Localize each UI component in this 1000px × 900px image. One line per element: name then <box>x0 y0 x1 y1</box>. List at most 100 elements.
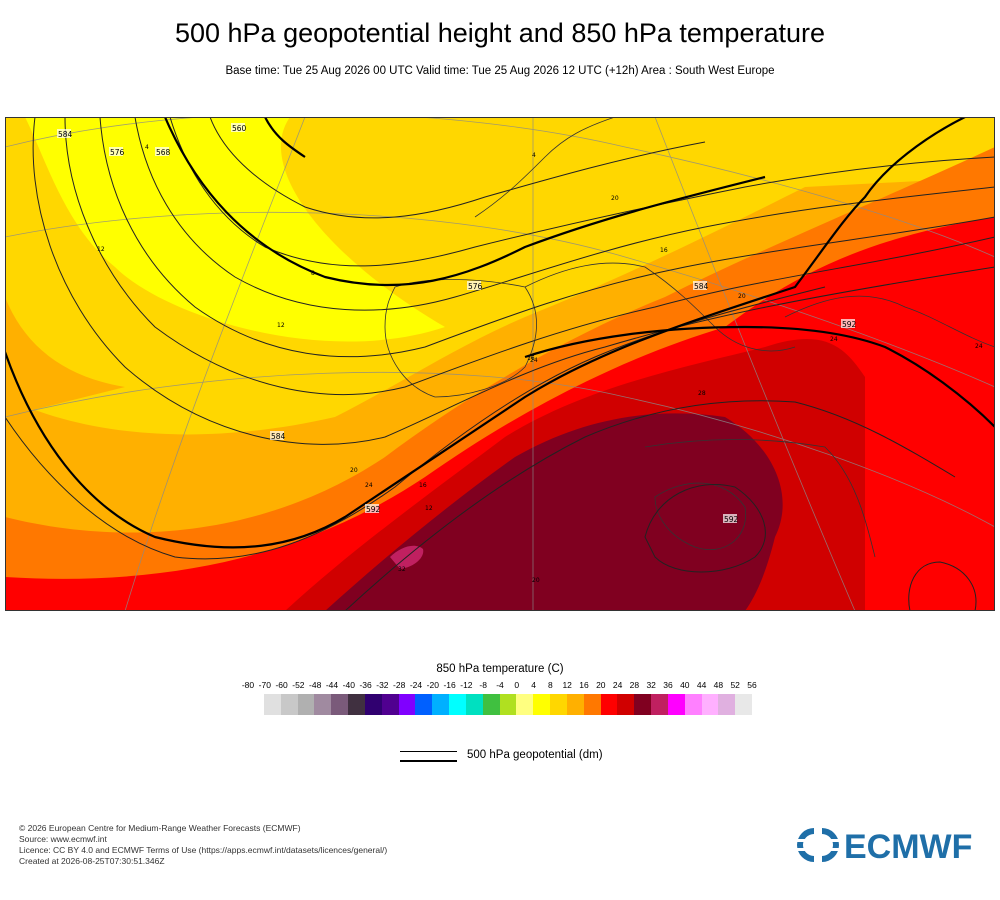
temp-label: 4 <box>145 144 149 151</box>
colorbar-swatch <box>297 694 315 715</box>
temp-label: 12 <box>277 322 285 329</box>
contour-label-text: 584 <box>58 130 73 139</box>
footer: © 2026 European Centre for Medium-Range … <box>19 823 387 867</box>
temp-label: 20 <box>532 577 540 584</box>
contour-label: 560 <box>231 123 247 133</box>
colorbar-swatch <box>398 694 416 715</box>
source: Source: www.ecmwf.int <box>19 834 107 844</box>
colorbar-tick-label: -28 <box>393 680 406 690</box>
weather-map: 584 576 568 560 576 584 584 592 592 592 … <box>5 117 995 611</box>
colorbar-swatch <box>482 694 500 715</box>
contour-label-text: 592 <box>724 515 739 524</box>
temp-label: 16 <box>419 482 427 489</box>
temperature-colorbar <box>264 694 753 715</box>
colorbar-tick-label: 56 <box>747 680 757 690</box>
colorbar-swatch <box>381 694 399 715</box>
temp-label: 12 <box>97 246 105 253</box>
geopotential-contours <box>5 117 995 611</box>
temp-label: 24 <box>975 343 983 350</box>
ecmwf-logo-mark <box>797 828 839 862</box>
colorbar-tick-label: 40 <box>680 680 690 690</box>
colorbar-swatch <box>651 694 668 715</box>
temp-label: 12 <box>425 505 433 512</box>
colorbar-tick-label: 36 <box>663 680 673 690</box>
contour-labels: 584 576 568 560 576 584 584 592 592 592 … <box>57 123 983 584</box>
colorbar-swatch <box>348 694 365 715</box>
temp-label: 24 <box>365 482 373 489</box>
colorbar-swatch <box>415 694 433 715</box>
colorbar-swatch <box>566 694 584 715</box>
colorbar-tick-label: 32 <box>646 680 656 690</box>
colorbar-swatch <box>718 694 736 715</box>
colorbar-tick-label: 4 <box>531 680 536 690</box>
temp-label: 20 <box>611 195 619 202</box>
temp-label: 24 <box>530 357 538 364</box>
temp-label: 20 <box>350 467 358 474</box>
colorbar-swatch <box>550 694 567 715</box>
contour-label-text: 584 <box>694 282 709 291</box>
copyright: © 2026 European Centre for Medium-Range … <box>19 823 301 833</box>
colorbar-tick-label: 16 <box>579 680 589 690</box>
colorbar-tick-label: -16 <box>443 680 456 690</box>
colorbar-tick-label: 28 <box>629 680 640 690</box>
temp-label: 24 <box>830 336 838 343</box>
contour-label: 592 <box>723 514 739 524</box>
colorbar-swatch <box>499 694 517 715</box>
contour-label-text: 576 <box>468 282 483 291</box>
contour-label-text: 568 <box>156 148 171 157</box>
colorbar-tick-label: -80 <box>241 680 255 690</box>
ecmwf-logo: ECMWF <box>797 828 972 864</box>
geopotential-legend-label: 500 hPa geopotential (dm) <box>467 749 603 761</box>
temp-label: 16 <box>527 355 535 362</box>
colorbar-swatch <box>667 694 685 715</box>
colorbar-tick-label: -44 <box>325 680 339 690</box>
colorbar-tick-label: 0 <box>514 680 520 690</box>
contour-label: 576 <box>467 281 483 291</box>
colorbar-tick-label: 20 <box>596 680 606 690</box>
coastlines <box>384 117 995 558</box>
temp-band-16b <box>5 297 125 417</box>
colorbar-swatch <box>583 694 601 715</box>
licence: Licence: CC BY 4.0 and ECMWF Terms of Us… <box>19 845 388 855</box>
colorbar-swatch <box>701 694 719 715</box>
geopotential-thin-line <box>400 751 457 752</box>
chart-title: 500 hPa geopotential height and 850 hPa … <box>174 18 825 48</box>
temp-band-8 <box>25 117 445 342</box>
temp-label: 32 <box>398 566 406 573</box>
temp-label: 8 <box>311 270 315 277</box>
graticule <box>5 117 995 611</box>
temp-label: 4 <box>532 152 536 159</box>
temp-label: 16 <box>660 247 668 254</box>
contour-label: 584 <box>270 431 286 441</box>
temp-label: 28 <box>698 390 706 397</box>
colorbar-tick-label: -20 <box>426 680 439 690</box>
contour-label: 568 <box>155 147 171 157</box>
contour-label: 584 <box>693 281 709 291</box>
geopotential-thick-line <box>400 760 457 762</box>
colorbar-swatch <box>617 694 635 715</box>
colorbar-tick-label: 8 <box>548 680 553 690</box>
colorbar-tick-label: -12 <box>460 680 473 690</box>
contour-label-text: 560 <box>232 124 247 133</box>
colorbar-swatch <box>465 694 483 715</box>
geopotential-contours-major <box>5 117 995 549</box>
colorbar-tick-label: -70 <box>258 680 271 690</box>
colorbar-tick-label: -8 <box>479 680 487 690</box>
contour-label-text: 592 <box>842 320 857 329</box>
colorbar-swatch <box>735 694 753 715</box>
contour-label-text: 584 <box>271 432 286 441</box>
colorbar-swatch <box>432 694 450 715</box>
colorbar-swatch <box>600 694 618 715</box>
colorbar-tick-label: 52 <box>730 680 740 690</box>
chart-subtitle: Base time: Tue 25 Aug 2026 00 UTC Valid … <box>225 65 775 77</box>
colorbar-swatch <box>449 694 466 715</box>
legend-tick-labels: -80 -70 -60 -52 -48 -44 -40 -36 -32 -28 -24 -20 -16-… <box>236 680 764 692</box>
map-frame <box>5 117 995 611</box>
contour-label: 576 <box>109 147 125 157</box>
colorbar-tick-label: -4 <box>496 680 504 690</box>
colorbar-tick-label: 44 <box>696 680 707 690</box>
colorbar-swatch <box>314 694 332 715</box>
contour-label-text: 576 <box>110 148 125 157</box>
contour-label: 592 <box>365 504 381 514</box>
colorbar-swatch <box>516 694 534 715</box>
